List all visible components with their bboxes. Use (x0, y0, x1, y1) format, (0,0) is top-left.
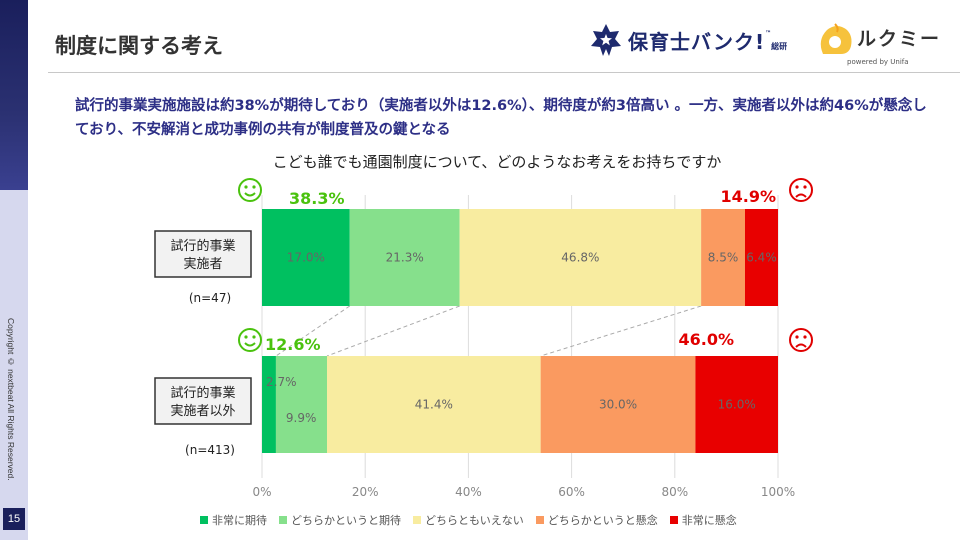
category-label: 実施者 (183, 256, 222, 272)
sample-size-label: (n=47) (189, 291, 231, 305)
bar-segment (540, 356, 696, 453)
legend-swatch (669, 516, 678, 524)
bar-segment (701, 209, 745, 306)
bar-value-label: 2.7% (266, 375, 297, 389)
legend-swatch (200, 516, 208, 524)
connector-lines (275, 305, 702, 357)
negative-total-label: 14.9% (720, 187, 776, 206)
category-label: 試行的事業 (170, 238, 235, 254)
x-tick-label: 60% (558, 485, 585, 499)
category-box (154, 377, 252, 425)
legend-item: 非常に懸念 (669, 512, 737, 528)
positive-total-label: 12.6% (265, 335, 321, 354)
smile-face-icon (238, 178, 262, 202)
connector-line (540, 305, 702, 357)
x-tick-label: 80% (661, 485, 688, 499)
negative-total-label: 46.0% (678, 330, 734, 349)
category-label: 試行的事業 (170, 385, 235, 401)
headline-summary: 試行的事業実施施設は約38%が期待しており（実施者以外は12.6%）、期待度が約… (75, 98, 927, 138)
legend-swatch (279, 516, 287, 524)
totals: 38.3% 12.6% 14.9% 46.0% (238, 178, 813, 354)
copyright-text: Copyright © nextbeat All Rights Reserved… (6, 318, 16, 481)
powered-by-unifa: powered by Unifa (847, 58, 909, 66)
x-tick-label: 0% (252, 485, 271, 499)
x-tick-label: 20% (352, 485, 379, 499)
legend-item: 非常に期待 (200, 512, 267, 528)
bar-segment (744, 209, 778, 306)
lukumi-logo: ルクミー powered by Unifa (815, 18, 945, 70)
title-divider (48, 72, 960, 73)
bar-value-label: 30.0% (599, 398, 637, 412)
legend-item: どちらかというと懸念 (535, 512, 658, 528)
bar-value-label: 6.4% (746, 251, 777, 265)
bar-segment (695, 356, 778, 453)
bars (262, 209, 778, 453)
bar-value-label: 17.0% (287, 251, 325, 265)
positive-total-label: 38.3% (289, 189, 345, 208)
bar-segment (327, 356, 541, 453)
bar-value-label: 41.4% (415, 398, 453, 412)
hoikushi-bank-logo: 保育士バンク! ™ 総研 (590, 22, 787, 58)
legend-item: どちらともいえない (413, 512, 524, 528)
bar-value-label: 9.9% (286, 411, 317, 425)
legend-swatch (413, 516, 421, 524)
sakura-emblem-icon (591, 24, 621, 56)
legend-label: どちらかというと懸念 (547, 514, 658, 527)
legend-label: 非常に期待 (212, 514, 267, 527)
chart-title: こども誰でも通園制度について、どのようなお考えをお持ちですか (273, 153, 722, 171)
x-tick-label: 100% (761, 485, 795, 499)
lukumi-mascot-icon (820, 23, 852, 54)
legend-label: 非常に懸念 (681, 514, 737, 527)
bar-segment (262, 356, 276, 453)
frown-face-icon (789, 328, 813, 352)
lukumi-wordmark: ルクミー (857, 28, 942, 50)
bar-value-label: 16.0% (718, 398, 756, 412)
bar-value-label: 21.3% (386, 251, 424, 265)
sidebar-accent-bottom (0, 190, 28, 540)
smile-face-icon (238, 328, 262, 352)
page-title: 制度に関する考え (55, 34, 223, 58)
sidebar-accent-top (0, 0, 28, 190)
bar-segment (349, 209, 460, 306)
sample-size-label: (n=413) (185, 443, 235, 457)
tm-mark: ™ (765, 30, 772, 37)
legend-label: どちらかというと期待 (291, 514, 401, 527)
category-label: 実施者以外 (170, 403, 235, 419)
hoikushi-bank-wordmark: 保育士バンク! (628, 29, 766, 54)
page-number: 15 (3, 508, 25, 530)
x-tick-label: 40% (455, 485, 482, 499)
bar-segment (459, 209, 702, 306)
legend-label: どちらともいえない (425, 514, 524, 527)
souken-label: 総研 (771, 42, 788, 51)
bar-value-label: 46.8% (561, 251, 599, 265)
bar-value-label: 8.5% (708, 251, 739, 265)
category-box (154, 230, 252, 278)
x-axis-ticks: 0% 20% 40% 60% 80% 100% (252, 485, 795, 499)
connector-line (326, 305, 460, 357)
frown-face-icon (789, 178, 813, 202)
bar-segment (275, 356, 328, 453)
chart-legend: 非常に期待 どちらかというと期待 どちらともいえない どちらかというと懸念 非常に懸念 (200, 512, 737, 528)
bar-segment (262, 209, 350, 306)
legend-swatch (535, 516, 544, 524)
connector-line (275, 305, 351, 357)
legend-item: どちらかというと期待 (279, 512, 401, 528)
bar-labels: 17.0% 21.3% 46.8% 8.5% 6.4% 2.7% 9.9% 41.4% 30.0… (266, 251, 777, 426)
